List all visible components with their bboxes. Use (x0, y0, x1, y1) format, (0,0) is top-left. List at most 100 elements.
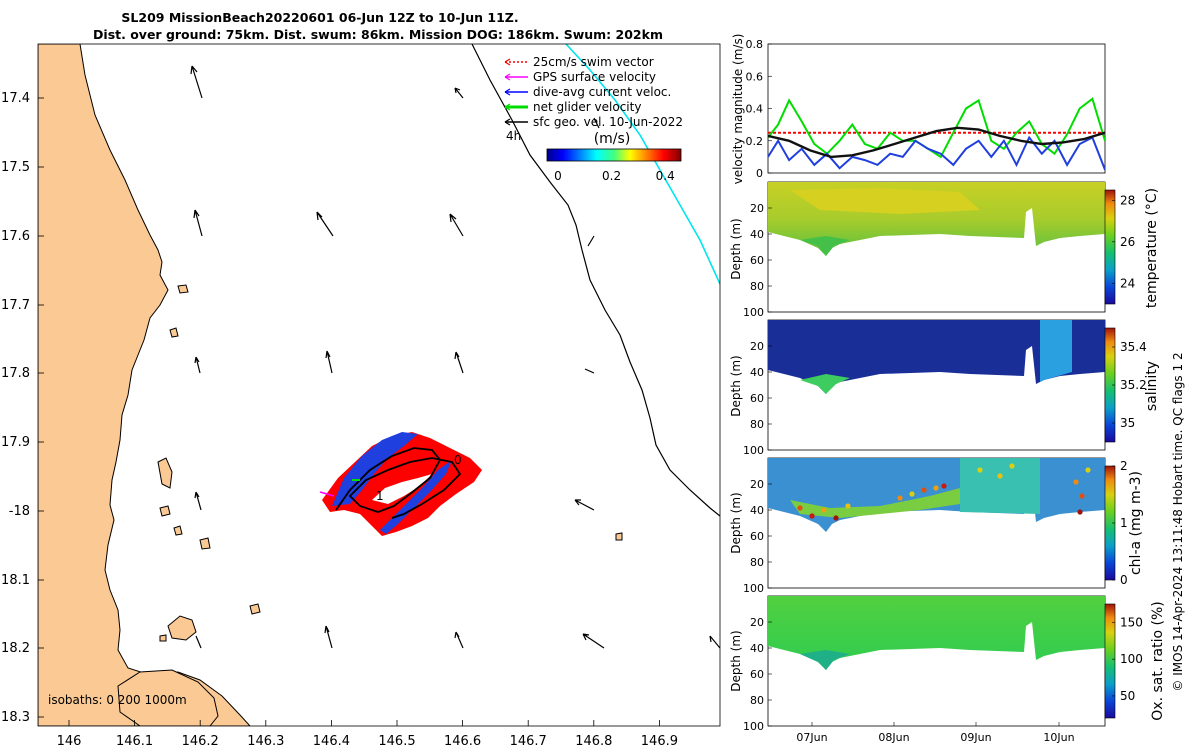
islet-f (249, 603, 261, 615)
salinity-low-patch (800, 374, 850, 394)
depth-tick-label: 100 (743, 306, 764, 319)
lat-tick-label: -18 (9, 504, 30, 519)
colorbar-tick-label: 150 (1120, 615, 1143, 629)
speed-colorbar-tick-label: 0 (554, 169, 562, 183)
chla-point (797, 505, 803, 511)
depth-tick-label: 80 (750, 556, 764, 569)
isobath-note: isobaths: 0 200 1000m (48, 693, 187, 707)
salinity-fresh-patch (1040, 320, 1072, 382)
islet-d (169, 327, 179, 338)
chla-point (897, 495, 903, 501)
date-tick-label: 10Jun (1043, 731, 1074, 744)
legend-entry: sfc geo. vel. 10-Jun-2022 (504, 115, 683, 129)
velocity-series (768, 97, 1105, 171)
lon-tick-label: 146.2 (182, 734, 219, 749)
velocity-series-line (768, 97, 1105, 159)
velocity-ytick-label: 0.8 (746, 38, 764, 51)
oxygen-colorbar (1104, 603, 1116, 719)
colorbar-tick-label: 26 (1120, 235, 1135, 249)
legend-arrowhead (504, 88, 511, 96)
legend-label: dive-avg current veloc. (533, 85, 671, 99)
map-lat-ticks: 17.4 17.5 17.6 17.7 17.8 17.9 -18 18.1 18.2 18.3 (1, 91, 44, 725)
depth-tick-label: 20 (750, 616, 764, 629)
lon-tick-label: 146.7 (510, 734, 547, 749)
chla-subsurface-max (790, 488, 960, 518)
salinity-ylabel: Depth (m) (729, 355, 743, 416)
depth-tick-label: 40 (750, 366, 764, 379)
legend-entry: dive-avg current veloc. (504, 85, 671, 99)
lat-tick-label: 17.6 (1, 229, 30, 244)
oxygen-low-patch (800, 650, 850, 670)
colorbar-tick-label: 35.2 (1120, 378, 1147, 392)
chla-point (921, 487, 927, 493)
velocity-series-line (768, 126, 1105, 159)
chla-panel: 20 40 60 80 100 0 1 2 Depth (m) chl-a (mg m-3) (729, 457, 1144, 595)
depth-tick-label: 100 (743, 720, 764, 733)
temperature-warm-patch (790, 188, 980, 214)
colorbar-tick-label: 0 (1120, 573, 1128, 587)
depth-tick-label: 60 (750, 668, 764, 681)
lon-tick-label: 146.6 (444, 734, 481, 749)
chla-point (909, 491, 915, 497)
chla-point (1009, 463, 1015, 469)
depth-tick-label: 60 (750, 530, 764, 543)
title-line-2: Dist. over ground: 75km. Dist. swum: 86k… (93, 27, 663, 42)
lon-tick-label: 146.1 (116, 734, 153, 749)
sfc-velocity-arrows (190, 65, 720, 649)
colorbar-tick-label: 2 (1120, 459, 1128, 473)
island-south (117, 669, 219, 726)
speed-colorbar-ticks: 0 0.2 0.4 (554, 169, 675, 183)
date-tick-label: 08Jun (878, 731, 909, 744)
speed-colorbar-tick-label: 0.4 (656, 169, 675, 183)
islet-h (159, 634, 167, 642)
date-tick-label: 09Jun (960, 731, 991, 744)
salinity-ticks: 20 40 60 80 100 35 35.2 35.4 (743, 340, 1147, 457)
chla-point (845, 503, 851, 509)
track-hole (372, 474, 432, 504)
depth-tick-label: 40 (750, 642, 764, 655)
oxygen-panel: 20 40 60 80 100 50 100 150 07Jun 08Jun 09Jun 10Jun… (729, 595, 1166, 744)
legend-label: 25cm/s swim vector (533, 55, 654, 69)
velocity-ytick-label: 0.2 (746, 135, 764, 148)
speed-colorbar (546, 148, 682, 162)
lon-tick-label: 146.9 (641, 734, 678, 749)
depth-tick-label: 100 (743, 444, 764, 457)
islet-e (177, 284, 189, 294)
chla-point (977, 467, 983, 473)
gps-vector (319, 491, 335, 497)
colorbar-tick-label: 28 (1120, 193, 1135, 207)
map-panel: 0 1 17.417.517.617.717.817.9-1818.118.21… (1, 43, 721, 749)
track-label-1: 1 (376, 489, 384, 503)
chla-point (1073, 479, 1079, 485)
velocity-ytick-label: 0.4 (746, 103, 764, 116)
chla-point (821, 507, 827, 513)
lat-tick-label: 17.9 (1, 435, 30, 450)
depth-tick-label: 80 (750, 694, 764, 707)
velocity-series-line (768, 135, 1105, 171)
lon-tick-label: 146.3 (247, 734, 284, 749)
date-ticks: 07Jun 08Jun 09Jun 10Jun (796, 722, 1075, 744)
depth-tick-label: 40 (750, 228, 764, 241)
colorbar-tick-label: 100 (1120, 652, 1143, 666)
temperature-clabel: temperature (°C) (1144, 188, 1160, 308)
chla-point (1085, 467, 1091, 473)
track-line (335, 447, 462, 519)
salinity-panel: 20 40 60 80 100 35 35.2 35.4 Depth (m) salinity (729, 319, 1160, 457)
lon-tick-label: 146 (57, 734, 82, 749)
depth-tick-label: 60 (750, 254, 764, 267)
title-line-1: SL209 MissionBeach20220601 06-Jun 12Z to… (121, 10, 518, 25)
time-label: 4h (506, 129, 521, 143)
lat-tick-label: 18.1 (1, 573, 30, 588)
velocity-panel: 0 0.2 0.4 0.6 0.8 velocity magnitude (m/s) (731, 34, 1106, 185)
map-lon-ticks: 146 146.1 146.2 146.3 146.4 146.5 146.6 146.7 14… (57, 720, 678, 749)
lon-tick-label: 146.8 (575, 734, 612, 749)
legend-arrowhead (504, 118, 511, 126)
speed-colorbar-tick-label: 0.2 (602, 169, 621, 183)
chla-point (809, 513, 815, 519)
temperature-colorbar (1104, 189, 1116, 305)
chla-point (833, 515, 839, 521)
velocity-ylabel: velocity magnitude (m/s) (731, 34, 745, 185)
depth-tick-label: 60 (750, 392, 764, 405)
depth-tick-label: 40 (750, 504, 764, 517)
